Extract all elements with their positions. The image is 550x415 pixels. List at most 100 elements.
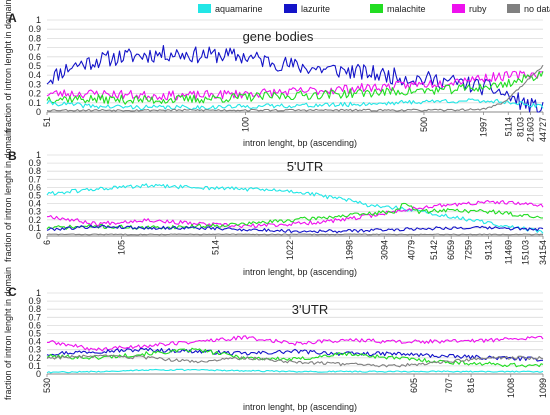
x-axis-label: intron lenght, bp (ascending) <box>243 267 357 277</box>
x-tick-label: 44727 <box>538 117 548 142</box>
x-tick-label: 9131 <box>483 240 493 260</box>
y-tick-label: 1 <box>36 15 41 25</box>
y-tick-label: 0.9 <box>28 296 41 306</box>
panel-letter: A <box>8 11 17 25</box>
y-axis-label: fraction of intron lenght in domain <box>3 0 13 133</box>
x-axis-label: intron lenght, bp (ascending) <box>243 138 357 148</box>
y-tick-label: 0.2 <box>28 353 41 363</box>
panel-C: 00.10.20.30.40.50.60.70.80.91 530 605 707 81… <box>3 267 548 412</box>
y-tick-label: 0.4 <box>28 337 41 347</box>
x-axis-label: intron lenght, bp (ascending) <box>243 402 357 412</box>
x-tick-label: 21603 <box>526 117 536 142</box>
y-tick-label: 0.7 <box>28 43 41 53</box>
series-line-ruby <box>46 199 544 229</box>
y-tick-label: 0.1 <box>28 223 41 233</box>
legend-swatch <box>452 4 465 13</box>
legend-label: malachite <box>387 4 426 14</box>
x-tick-label: 7259 <box>464 240 474 260</box>
panel-letter: B <box>8 149 17 163</box>
x-tick-label: 5142 <box>429 240 439 260</box>
x-tick-label: 3094 <box>379 240 389 260</box>
y-tick-label: 0.7 <box>28 312 41 322</box>
y-tick-label: 0.4 <box>28 70 41 80</box>
legend-label: aquamarine <box>215 4 263 14</box>
series-line-malachite <box>46 202 544 230</box>
y-tick-label: 0 <box>36 369 41 379</box>
x-tick-label: 4079 <box>407 240 417 260</box>
x-tick-label: 1008 <box>506 378 516 398</box>
x-tick-label: 816 <box>466 378 476 393</box>
series-line-no-data <box>46 233 544 236</box>
legend-swatch <box>284 4 297 13</box>
y-tick-label: 0.8 <box>28 166 41 176</box>
y-tick-label: 0.2 <box>28 89 41 99</box>
x-tick-label: 1998 <box>345 240 355 260</box>
legend-item-no-data: no data <box>507 4 550 14</box>
y-axis-label: fraction of intron lenght in domain <box>3 267 13 400</box>
panel-A: 00.10.20.30.40.50.60.70.80.91 51 100 500 199… <box>3 0 548 148</box>
x-tick-label: 1022 <box>285 240 295 260</box>
panel-letter: C <box>8 285 17 299</box>
x-tick-label: 6 <box>42 240 52 245</box>
series-line-lazurite <box>46 44 544 113</box>
legend: aquamarine lazurite malachite ruby no data <box>198 4 550 14</box>
legend-label: no data <box>524 4 550 14</box>
y-tick-label: 0.9 <box>28 158 41 168</box>
series-line-aquamarine <box>46 183 544 234</box>
y-tick-label: 1 <box>36 150 41 160</box>
y-tick-label: 0.4 <box>28 199 41 209</box>
x-tick-label: 605 <box>409 378 419 393</box>
x-tick-label: 34154 <box>538 240 548 265</box>
y-tick-label: 0.7 <box>28 174 41 184</box>
y-tick-label: 1 <box>36 288 41 298</box>
legend-item-aquamarine: aquamarine <box>198 4 263 14</box>
x-tick-label: 8103 <box>516 117 526 137</box>
x-tick-label: 500 <box>419 117 429 132</box>
x-tick-label: 5114 <box>503 117 513 136</box>
y-tick-label: 0.6 <box>28 52 41 62</box>
series-line-no-data <box>46 64 544 112</box>
x-tick-label: 6059 <box>446 240 456 260</box>
legend-label: ruby <box>469 4 487 14</box>
series-line-no-data <box>46 354 544 368</box>
y-tick-label: 0.3 <box>28 79 41 89</box>
y-tick-label: 0.8 <box>28 304 41 314</box>
y-tick-label: 0 <box>36 107 41 117</box>
y-tick-label: 0.3 <box>28 207 41 217</box>
y-tick-label: 0.3 <box>28 345 41 355</box>
y-tick-label: 0.6 <box>28 182 41 192</box>
series-line-ruby <box>47 335 544 352</box>
series-line-aquamarine <box>46 98 544 111</box>
legend-label: lazurite <box>301 4 330 14</box>
x-tick-label: 1997 <box>478 117 488 137</box>
series-line-malachite <box>46 347 544 368</box>
x-tick-label: 105 <box>116 240 126 255</box>
legend-item-ruby: ruby <box>452 4 487 14</box>
panel-B: 00.10.20.30.40.50.60.70.80.91 6 105 514 1022… <box>3 129 548 277</box>
x-tick-label: 530 <box>42 378 52 393</box>
series-line-lazurite <box>46 347 543 362</box>
x-tick-label: 15103 <box>521 240 531 265</box>
panel-title: gene bodies <box>243 29 314 44</box>
y-tick-label: 0.5 <box>28 191 41 201</box>
panel-title: 5'UTR <box>287 159 323 174</box>
y-tick-label: 0.8 <box>28 33 41 43</box>
x-tick-label: 707 <box>444 378 454 393</box>
y-tick-label: 0.9 <box>28 24 41 34</box>
panel-title: 3'UTR <box>292 302 328 317</box>
y-tick-label: 0 <box>36 231 41 241</box>
legend-item-malachite: malachite <box>370 4 426 14</box>
legend-swatch <box>370 4 383 13</box>
legend-swatch <box>507 4 520 13</box>
series-line-malachite <box>46 71 544 105</box>
legend-item-lazurite: lazurite <box>284 4 330 14</box>
y-tick-label: 0.1 <box>28 98 41 108</box>
y-axis-label: fraction of intron lenght in domain <box>3 129 13 262</box>
series-line-lazurite <box>46 224 544 234</box>
series-line-ruby <box>46 70 544 101</box>
y-tick-label: 0.5 <box>28 329 41 339</box>
y-tick-label: 0.5 <box>28 61 41 71</box>
legend-swatch <box>198 4 211 13</box>
